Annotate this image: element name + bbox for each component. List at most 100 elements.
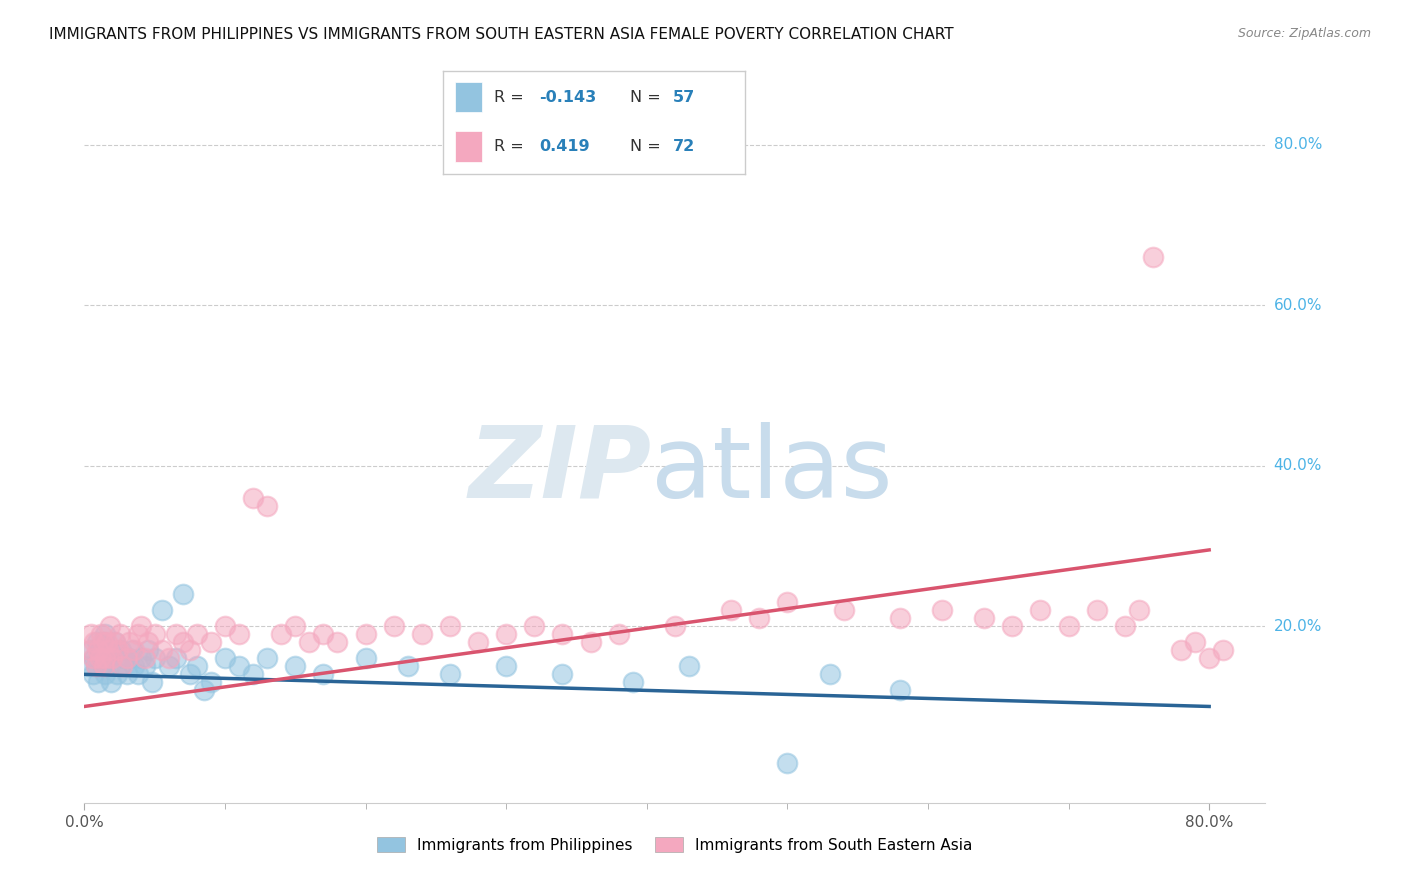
Point [93, 635, 115, 649]
Point [214, 619, 236, 633]
Point [621, 675, 644, 690]
Point [143, 651, 166, 665]
Point [284, 659, 307, 673]
Point [136, 643, 159, 657]
Point [94, 651, 117, 665]
Text: 57: 57 [672, 89, 695, 104]
Point [172, 587, 194, 601]
Point [104, 635, 127, 649]
Point [242, 491, 264, 505]
Point [121, 643, 143, 657]
Point [228, 627, 250, 641]
Point [1198, 651, 1220, 665]
Point [122, 643, 145, 657]
Point [134, 651, 156, 665]
Point [284, 619, 307, 633]
Point [889, 611, 911, 625]
Point [94, 627, 117, 641]
Point [214, 651, 236, 665]
Point [97, 643, 120, 657]
Point [150, 603, 173, 617]
Text: 80.0%: 80.0% [1274, 137, 1322, 152]
Point [607, 627, 630, 641]
Point [256, 499, 278, 513]
Point [748, 611, 770, 625]
Point [1212, 643, 1234, 657]
Point [110, 643, 132, 657]
Point [90, 627, 112, 641]
Point [118, 635, 141, 649]
Point [1057, 619, 1080, 633]
Point [579, 635, 602, 649]
Point [179, 667, 201, 681]
Point [82, 667, 104, 681]
Point [100, 675, 122, 690]
Point [83, 635, 105, 649]
Point [664, 619, 686, 633]
Bar [456, 131, 482, 161]
Point [165, 627, 187, 641]
Point [818, 667, 841, 681]
Point [104, 635, 127, 649]
Point [973, 611, 995, 625]
Point [105, 667, 128, 681]
Point [101, 651, 124, 665]
Point [931, 603, 953, 617]
Text: ZIP: ZIP [468, 422, 651, 519]
Point [467, 635, 489, 649]
Point [228, 659, 250, 673]
Point [89, 643, 111, 657]
Point [107, 643, 129, 657]
Point [551, 667, 574, 681]
Point [270, 627, 292, 641]
Point [439, 619, 461, 633]
Point [98, 643, 121, 657]
Point [382, 619, 405, 633]
Point [1184, 635, 1206, 649]
Point [1085, 603, 1108, 617]
Point [150, 643, 173, 657]
Text: -0.143: -0.143 [540, 89, 598, 104]
Point [87, 675, 110, 690]
Point [118, 651, 141, 665]
Point [80, 643, 103, 657]
Point [136, 635, 159, 649]
Point [90, 651, 112, 665]
Point [143, 627, 166, 641]
Text: R =: R = [495, 89, 529, 104]
Point [94, 667, 117, 681]
Point [396, 659, 419, 673]
Text: 0.419: 0.419 [540, 139, 591, 153]
Point [1029, 603, 1052, 617]
Point [165, 651, 187, 665]
Point [354, 627, 377, 641]
Point [101, 651, 124, 665]
Point [91, 659, 114, 673]
Text: atlas: atlas [651, 422, 893, 519]
Point [122, 659, 145, 673]
Point [179, 643, 201, 657]
Text: IMMIGRANTS FROM PHILIPPINES VS IMMIGRANTS FROM SOUTH EASTERN ASIA FEMALE POVERTY: IMMIGRANTS FROM PHILIPPINES VS IMMIGRANT… [49, 27, 953, 42]
Point [298, 635, 321, 649]
Point [1142, 250, 1164, 264]
Text: 40.0%: 40.0% [1274, 458, 1322, 473]
Point [312, 627, 335, 641]
Point [157, 651, 180, 665]
Point [157, 659, 180, 673]
Point [98, 619, 121, 633]
Point [87, 643, 110, 657]
Point [127, 667, 149, 681]
Point [242, 667, 264, 681]
Point [89, 651, 111, 665]
Point [77, 659, 100, 673]
Text: Source: ZipAtlas.com: Source: ZipAtlas.com [1237, 27, 1371, 40]
Point [523, 619, 546, 633]
Text: R =: R = [495, 139, 529, 153]
Point [200, 675, 222, 690]
Point [1128, 603, 1150, 617]
Point [495, 659, 517, 673]
Point [80, 627, 103, 641]
Point [186, 627, 208, 641]
Point [172, 635, 194, 649]
Text: 20.0%: 20.0% [1274, 619, 1322, 633]
